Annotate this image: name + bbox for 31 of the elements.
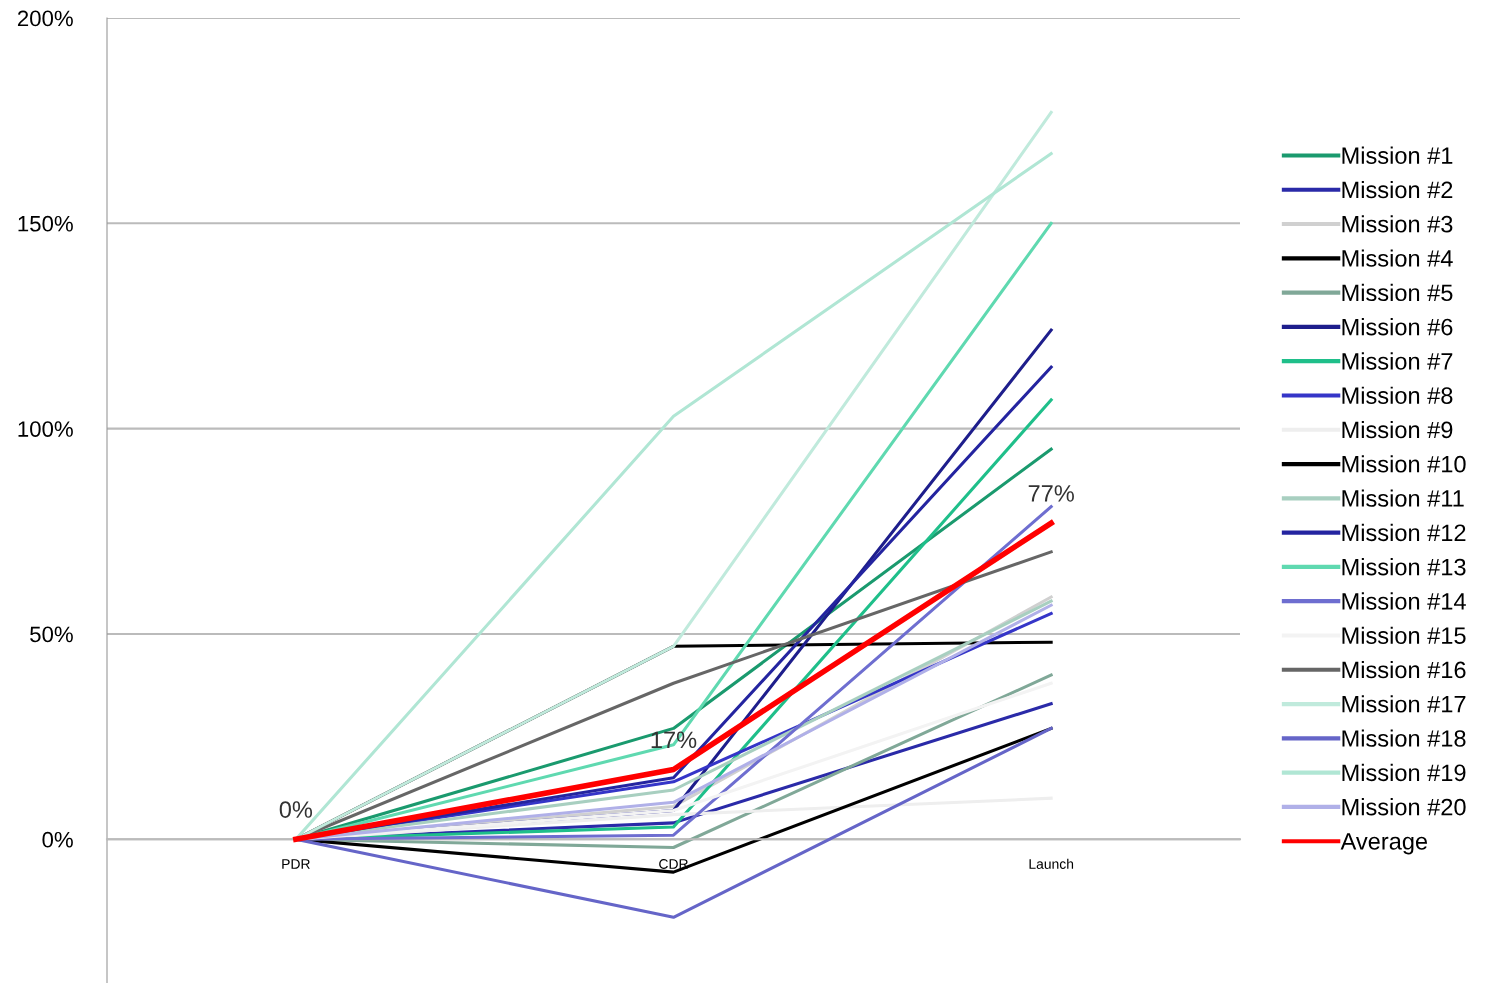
y-tick-label: 0%	[42, 831, 73, 848]
legend-label: Mission #15	[1342, 626, 1466, 644]
legend-label: Mission #3	[1342, 215, 1453, 233]
data-label: 77%	[1028, 485, 1074, 502]
x-tick-label: PDR	[282, 859, 310, 869]
legend-label: Mission #16	[1342, 660, 1466, 679]
legend-label: Mission #1	[1342, 146, 1453, 164]
legend-label: Mission #17	[1342, 695, 1466, 713]
legend-label: Mission #5	[1342, 283, 1453, 302]
legend-label: Mission #4	[1342, 249, 1453, 267]
legend-label: Mission #13	[1342, 558, 1466, 576]
x-tick-label: CDR	[659, 859, 688, 869]
legend-label: Average	[1340, 833, 1428, 855]
legend-label: Mission #9	[1342, 420, 1453, 439]
legend-label: Mission #7	[1342, 352, 1453, 370]
y-tick-label: 200%	[17, 10, 73, 27]
legend-label: Mission #12	[1342, 523, 1466, 542]
legend-label: Mission #2	[1342, 180, 1453, 199]
legend-label: Mission #6	[1342, 318, 1453, 336]
legend-label: Mission #14	[1342, 592, 1466, 610]
legend-label: Mission #20	[1342, 798, 1466, 816]
data-label: 0%	[279, 801, 313, 818]
legend-label: Mission #19	[1342, 763, 1466, 782]
y-tick-label: 150%	[18, 215, 73, 232]
y-tick-label: 50%	[30, 626, 73, 643]
legend-label: Mission #18	[1342, 729, 1466, 747]
legend-label: Mission #10	[1342, 455, 1466, 473]
x-tick-label: Launch	[1029, 858, 1074, 869]
legend-label: Mission #8	[1342, 386, 1453, 404]
y-tick-label: 100%	[18, 421, 73, 437]
legend-label: Mission #11	[1342, 489, 1464, 507]
